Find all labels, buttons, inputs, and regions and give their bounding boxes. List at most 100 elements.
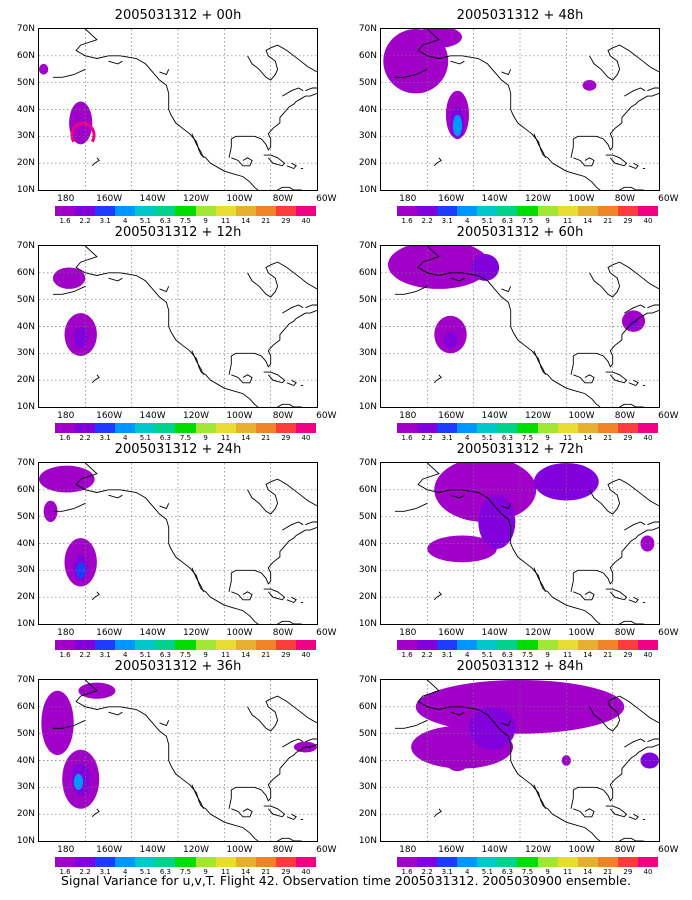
colorbar-swatch (215, 423, 236, 433)
coastline (605, 154, 628, 167)
lon-label: 120W (524, 628, 552, 638)
colorbar-label: 3.1 (99, 868, 111, 876)
colorbar-swatch (497, 423, 518, 433)
coastline (231, 591, 253, 601)
lon-label: 180 (57, 628, 75, 638)
coastline (159, 720, 170, 727)
colorbar-swatch (195, 640, 216, 650)
map-canvas (39, 29, 317, 190)
colorbar-swatch (115, 640, 136, 650)
colorbar-swatch (175, 640, 196, 650)
lon-label: 100W (568, 845, 595, 855)
coastline (263, 805, 286, 818)
lat-label: 10N (16, 836, 35, 846)
colorbar-label: 6.3 (159, 868, 171, 876)
colorbar-label: 7.5 (521, 217, 534, 225)
colorbar-label: 6.3 (159, 217, 171, 225)
colorbar-swatch (275, 423, 296, 433)
colorbar-swatch (457, 423, 478, 433)
lat-label: 60N (16, 50, 35, 61)
coastline (619, 620, 645, 624)
colorbar-swatch (537, 857, 558, 867)
lat-label: 30N (358, 348, 377, 359)
map-canvas (39, 463, 317, 624)
lon-label: 100W (226, 845, 253, 855)
coastline (605, 371, 628, 384)
lon-label: 180 (57, 194, 75, 204)
colorbar-swatch (577, 206, 598, 216)
coastline (433, 808, 442, 818)
lon-label: 60W (316, 194, 337, 204)
lat-label: 70N (358, 24, 377, 34)
colorbar-label: 3.1 (99, 217, 111, 225)
lat-label: 50N (358, 77, 377, 88)
colorbar-swatch (477, 640, 498, 650)
lat-label: 20N (358, 592, 377, 603)
coastline (305, 87, 317, 92)
variance-contour (39, 63, 49, 75)
variance-contour (73, 773, 84, 791)
coastline (263, 588, 286, 601)
coastline (589, 261, 659, 298)
panel-title: 2005031312 + 36h (114, 659, 242, 674)
coastline (533, 784, 546, 809)
colorbar-label: 29 (281, 868, 291, 876)
coastline (191, 784, 204, 809)
lat-label: 70N (16, 675, 35, 685)
colorbar-label: 1.6 (59, 651, 71, 659)
lon-label: 80W (272, 628, 294, 638)
colorbar-label: 5.1 (481, 217, 493, 225)
colorbar-label: 6.3 (159, 434, 171, 442)
colorbar-swatch (95, 857, 116, 867)
lat-label: 20N (358, 809, 377, 820)
flight-track (70, 121, 96, 143)
colorbar-swatch (477, 857, 498, 867)
coastline (450, 60, 465, 65)
colorbar-swatch (175, 206, 196, 216)
lat-label: 10N (358, 836, 377, 846)
coastline (417, 246, 620, 407)
lon-label: 100W (226, 411, 253, 421)
colorbar-swatch (557, 423, 578, 433)
colorbar-swatch (517, 206, 538, 216)
lon-label: 120W (182, 845, 210, 855)
colorbar-swatch (155, 206, 176, 216)
colorbar-swatch (537, 423, 558, 433)
coastline (589, 478, 659, 515)
lon-label: 80W (272, 194, 294, 204)
colorbar-swatch (577, 640, 598, 650)
lon-label: 160W (438, 194, 465, 204)
colorbar-label: 9 (203, 868, 208, 876)
coastline (231, 157, 253, 167)
lat-label: 40N (16, 538, 35, 549)
colorbar-swatch (637, 206, 659, 216)
variance-contour (415, 680, 625, 734)
colorbar-swatch (195, 206, 216, 216)
colorbar-label: 6.3 (159, 651, 171, 659)
lon-label: 120W (524, 845, 552, 855)
lat-label: 50N (16, 77, 35, 88)
colorbar-swatch (75, 423, 96, 433)
colorbar-label: 9 (545, 434, 550, 442)
colorbar-swatch (577, 423, 598, 433)
colorbar-label: 3.1 (441, 434, 453, 442)
lat-label: 40N (16, 104, 35, 115)
colorbar-swatch (437, 640, 458, 650)
panel-title: 2005031312 + 84h (456, 659, 584, 674)
coastline (228, 92, 317, 158)
colorbar-label: 4 (123, 217, 128, 225)
lat-label: 60N (358, 267, 377, 278)
colorbar-label: 11 (221, 868, 231, 876)
coastline (533, 133, 546, 158)
lat-label: 10N (16, 185, 35, 195)
colorbar (55, 857, 317, 867)
lon-label: 160W (438, 845, 465, 855)
colorbar-label: 5.1 (139, 651, 151, 659)
colorbar-label: 7.5 (179, 217, 192, 225)
colorbar-label: 7.5 (179, 651, 192, 659)
coastline (305, 521, 317, 526)
coastline (570, 526, 659, 592)
colorbar (397, 640, 659, 650)
lat-label: 30N (16, 565, 35, 576)
